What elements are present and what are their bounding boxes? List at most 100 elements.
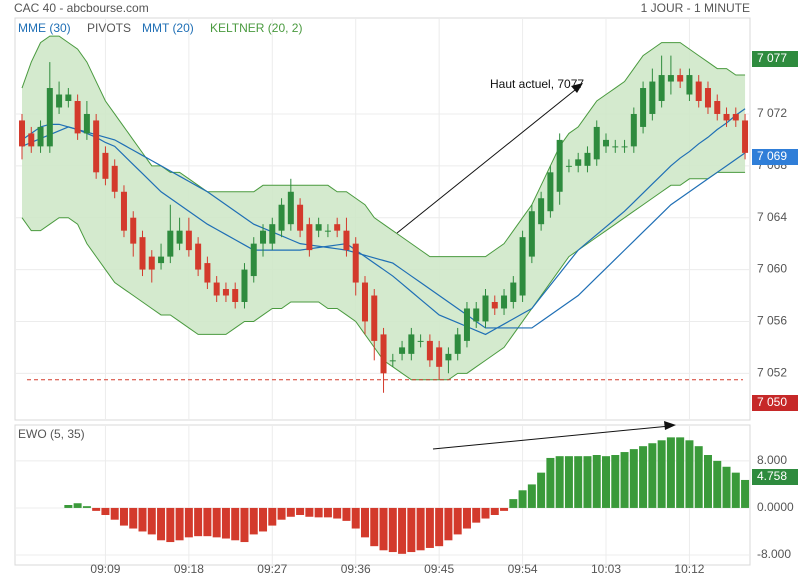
candle-body xyxy=(463,308,470,341)
candle-body xyxy=(83,113,90,134)
ewo-bar xyxy=(249,507,258,535)
ewo-bar xyxy=(194,507,203,537)
candle-body xyxy=(111,165,118,192)
ewo-bar xyxy=(481,507,490,519)
candle-body xyxy=(37,126,44,147)
candle-body xyxy=(556,139,563,192)
ewo-bar xyxy=(314,507,323,518)
x-tick-label: 09:54 xyxy=(508,562,538,576)
candle-body xyxy=(167,230,174,257)
candle-body xyxy=(658,75,665,101)
ewo-bar xyxy=(286,507,295,517)
candle-body xyxy=(343,230,350,251)
candle-body xyxy=(371,295,378,341)
ewo-bar xyxy=(305,507,314,517)
ewo-bar xyxy=(212,507,221,538)
candle-body xyxy=(621,146,628,148)
candle-body xyxy=(158,256,165,264)
candle-body xyxy=(380,334,387,374)
ewo-bar xyxy=(657,440,666,508)
candle-body xyxy=(667,75,674,82)
candle-body xyxy=(324,230,331,232)
candle-body xyxy=(408,334,415,354)
y-tick-label: 7 052 xyxy=(757,365,787,379)
candle-body xyxy=(649,81,656,114)
candle-body xyxy=(361,282,368,322)
ewo-bar xyxy=(351,507,360,529)
candle-body xyxy=(575,159,582,166)
x-tick-label: 09:27 xyxy=(257,562,287,576)
candle-body xyxy=(195,243,202,270)
candle-body xyxy=(732,113,739,121)
x-tick-label: 09:09 xyxy=(90,562,120,576)
ewo-bar xyxy=(509,499,518,508)
ewo-bar xyxy=(731,472,740,508)
ewo-bar xyxy=(703,455,712,508)
candle-body xyxy=(297,204,304,231)
candle-body xyxy=(686,75,693,95)
ewo-bar xyxy=(685,440,694,508)
arrow-head xyxy=(664,421,676,430)
candle-body xyxy=(714,100,721,114)
plot: 09:09 09:18 09:27 09:36 09:45 09:54 10:03 10:12 xyxy=(15,18,750,576)
arrow-head xyxy=(571,83,583,93)
candle-body xyxy=(139,237,146,270)
candle-body xyxy=(74,100,81,134)
ewo-bar xyxy=(425,507,434,548)
ewo-bar xyxy=(462,507,471,529)
candle-body xyxy=(473,308,480,322)
ewo-bar xyxy=(611,455,620,508)
ewo-bar xyxy=(166,507,175,543)
ewo-bar xyxy=(221,507,230,539)
legend-entry: MME (30) xyxy=(18,21,71,35)
ewo-bar xyxy=(416,507,425,551)
ewo-bar xyxy=(231,507,240,541)
candle-body xyxy=(436,347,443,367)
ewo-bar xyxy=(370,507,379,547)
candle-body xyxy=(742,120,749,153)
badge-label: 7 069 xyxy=(757,149,787,163)
x-tick-label: 09:45 xyxy=(424,562,454,576)
ewo-bar xyxy=(527,484,536,508)
candle-body xyxy=(65,94,72,101)
candle-body xyxy=(630,113,637,147)
keltner-upper xyxy=(21,35,746,258)
candle-body xyxy=(584,152,591,166)
ewo-bar xyxy=(490,507,499,515)
ewo-bar xyxy=(360,507,369,538)
ewo-bar xyxy=(583,456,592,508)
trend-arrow xyxy=(432,425,671,450)
candle-body xyxy=(241,269,248,302)
candle-body xyxy=(269,224,276,244)
ewo-bar xyxy=(101,507,110,515)
y-tick-label: 8.000 xyxy=(757,453,787,467)
ewo-bar xyxy=(472,507,481,523)
keltner-band xyxy=(22,36,746,380)
ewo-bar xyxy=(407,507,416,553)
badge xyxy=(752,51,798,67)
price-panel xyxy=(14,17,751,421)
ewo-bar xyxy=(666,437,675,508)
y-tick-label: 7 072 xyxy=(757,106,787,120)
candle-body xyxy=(510,282,517,302)
candle-body xyxy=(501,295,508,309)
ewo-bar xyxy=(203,507,212,537)
candle-body xyxy=(445,353,452,361)
candle-body xyxy=(426,340,433,361)
y-tick-label: 0.0000 xyxy=(757,500,794,514)
candle-body xyxy=(204,263,211,283)
ewo-bar xyxy=(92,507,101,511)
annotation: Haut actuel, 7077 xyxy=(490,77,584,91)
y-tick-label: 7 064 xyxy=(757,210,787,224)
ewo-bar xyxy=(323,507,332,518)
badge-label: 7 050 xyxy=(757,395,787,409)
y-tick-label: 7 060 xyxy=(757,262,787,276)
candle-body xyxy=(287,191,294,225)
ewo-bar xyxy=(713,460,722,508)
y-tick-label: -8.000 xyxy=(757,547,791,561)
badge xyxy=(752,395,798,411)
candle-body xyxy=(389,360,396,362)
ewo-bar xyxy=(129,507,138,529)
candle-body xyxy=(695,81,702,101)
